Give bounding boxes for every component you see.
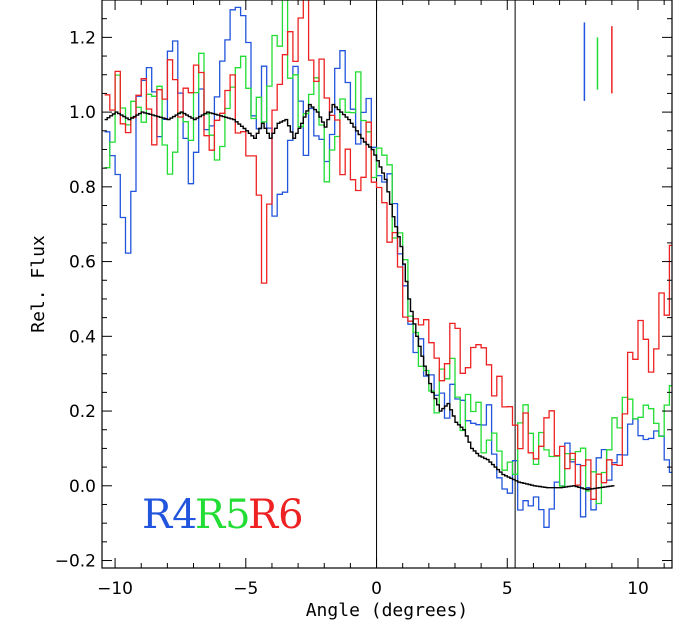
x-tick-label: 0 [371, 579, 382, 599]
series-layer [104, 0, 672, 528]
x-tick-label: −10 [97, 579, 133, 599]
y-tick-label: 0.2 [69, 402, 96, 422]
y-tick-label: 0.8 [69, 178, 96, 198]
series-label-r6: R6 [248, 492, 304, 538]
series-r4 [104, 6, 672, 528]
x-tick-label: −5 [233, 579, 258, 599]
y-tick-label: 1.2 [69, 28, 96, 48]
series-model [104, 103, 615, 491]
y-tick-label: 0.0 [69, 477, 96, 497]
axis-ticks [102, 0, 672, 568]
x-tick-label: 10 [627, 579, 649, 599]
series-r6 [104, 0, 672, 500]
reference-vertical-lines [376, 0, 516, 568]
plot-frame [101, 0, 673, 569]
y-tick-label: 0.4 [69, 327, 96, 347]
axis-tick-labels: −10 −5 0 5 10 −0.2 0.0 0.2 0.4 0.6 0.8 1.0 1.2 [55, 28, 649, 599]
y-tick-label: 1.0 [69, 103, 96, 123]
x-tick-label: 5 [502, 579, 513, 599]
y-tick-label: −0.2 [55, 552, 96, 572]
series-r5 [104, 0, 672, 505]
series-label-r4: R4 [142, 492, 198, 538]
y-tick-label: 0.6 [69, 253, 96, 273]
error-markers [583, 22, 613, 101]
series-label-r5: R5 [195, 492, 251, 538]
x-axis-title: Angle (degrees) [306, 600, 469, 621]
y-axis-title: Rel. Flux [28, 235, 49, 333]
